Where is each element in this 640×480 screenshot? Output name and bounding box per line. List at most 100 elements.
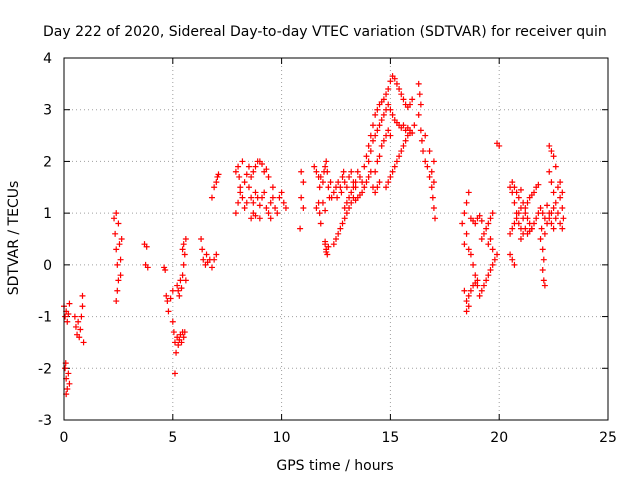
data-point bbox=[163, 292, 170, 299]
data-point bbox=[511, 220, 518, 227]
data-point bbox=[114, 261, 121, 268]
data-point bbox=[80, 339, 87, 346]
data-point bbox=[463, 308, 470, 315]
data-point bbox=[424, 163, 431, 170]
data-point bbox=[374, 184, 381, 191]
data-point bbox=[239, 194, 246, 201]
data-point bbox=[65, 310, 72, 317]
data-point bbox=[430, 179, 437, 186]
data-point bbox=[245, 163, 252, 170]
data-point bbox=[376, 179, 383, 186]
data-point bbox=[62, 313, 69, 320]
data-point bbox=[297, 225, 304, 232]
data-point bbox=[522, 225, 529, 232]
data-point bbox=[237, 189, 244, 196]
data-point bbox=[559, 204, 566, 211]
data-point bbox=[515, 210, 522, 217]
data-point bbox=[546, 142, 553, 149]
data-point bbox=[248, 194, 255, 201]
data-point bbox=[550, 189, 557, 196]
data-point bbox=[182, 277, 189, 284]
data-point bbox=[387, 173, 394, 180]
data-point bbox=[356, 173, 363, 180]
data-point bbox=[269, 194, 276, 201]
data-point bbox=[213, 251, 220, 258]
data-point bbox=[365, 158, 372, 165]
data-point bbox=[554, 210, 561, 217]
data-point bbox=[472, 272, 479, 279]
data-point bbox=[491, 256, 498, 263]
data-point bbox=[112, 230, 119, 237]
data-point bbox=[178, 339, 185, 346]
data-point bbox=[181, 329, 188, 336]
data-point bbox=[170, 329, 177, 336]
data-point bbox=[316, 184, 323, 191]
data-point bbox=[406, 129, 413, 136]
data-point bbox=[396, 153, 403, 160]
data-point bbox=[178, 285, 185, 292]
data-point bbox=[338, 189, 345, 196]
data-point bbox=[517, 186, 524, 193]
data-point bbox=[341, 215, 348, 222]
data-point bbox=[263, 166, 270, 173]
data-point bbox=[430, 158, 437, 165]
data-point bbox=[417, 101, 424, 108]
y-axis-label: SDTVAR / TECUs bbox=[6, 181, 22, 296]
data-point bbox=[478, 236, 485, 242]
data-point bbox=[463, 298, 470, 305]
data-point bbox=[115, 220, 122, 227]
data-point bbox=[478, 287, 485, 294]
data-point bbox=[383, 184, 390, 191]
data-point bbox=[211, 184, 218, 191]
data-point bbox=[278, 189, 285, 196]
data-point bbox=[391, 75, 398, 82]
data-point bbox=[263, 204, 270, 211]
data-point bbox=[378, 142, 385, 149]
data-point bbox=[389, 111, 396, 118]
data-point bbox=[422, 158, 429, 165]
data-point bbox=[333, 236, 339, 242]
data-point bbox=[411, 122, 418, 129]
data-point bbox=[343, 210, 350, 217]
data-point bbox=[203, 251, 210, 258]
data-point bbox=[480, 282, 487, 289]
data-point bbox=[182, 236, 189, 242]
data-point bbox=[330, 189, 337, 196]
data-point bbox=[325, 243, 332, 250]
data-point bbox=[507, 230, 514, 237]
data-point bbox=[180, 334, 187, 341]
data-point bbox=[322, 238, 329, 245]
data-point bbox=[550, 204, 557, 211]
data-point bbox=[546, 215, 553, 222]
data-point bbox=[429, 194, 436, 201]
data-point bbox=[535, 181, 542, 188]
data-point bbox=[485, 241, 492, 248]
data-point bbox=[426, 148, 433, 155]
data-point bbox=[269, 184, 276, 191]
y-tick-label: 3 bbox=[43, 103, 52, 119]
data-point bbox=[378, 117, 385, 124]
data-point bbox=[496, 142, 503, 149]
data-point bbox=[509, 256, 516, 263]
data-point bbox=[317, 173, 324, 180]
data-point bbox=[548, 179, 555, 186]
data-point bbox=[198, 236, 205, 242]
data-point bbox=[515, 194, 522, 201]
data-point bbox=[259, 161, 266, 168]
data-point bbox=[250, 199, 257, 206]
data-point bbox=[280, 199, 287, 206]
data-point bbox=[369, 122, 376, 129]
data-point bbox=[415, 80, 422, 87]
data-point bbox=[548, 220, 555, 227]
data-point bbox=[256, 215, 263, 222]
data-point bbox=[208, 264, 215, 271]
data-point bbox=[211, 256, 218, 263]
data-point bbox=[480, 230, 487, 237]
data-point bbox=[200, 256, 207, 263]
data-point bbox=[180, 241, 187, 248]
data-point bbox=[546, 210, 553, 217]
data-point bbox=[537, 204, 544, 211]
data-point bbox=[117, 256, 124, 263]
data-point bbox=[72, 323, 79, 330]
data-point bbox=[537, 236, 544, 242]
